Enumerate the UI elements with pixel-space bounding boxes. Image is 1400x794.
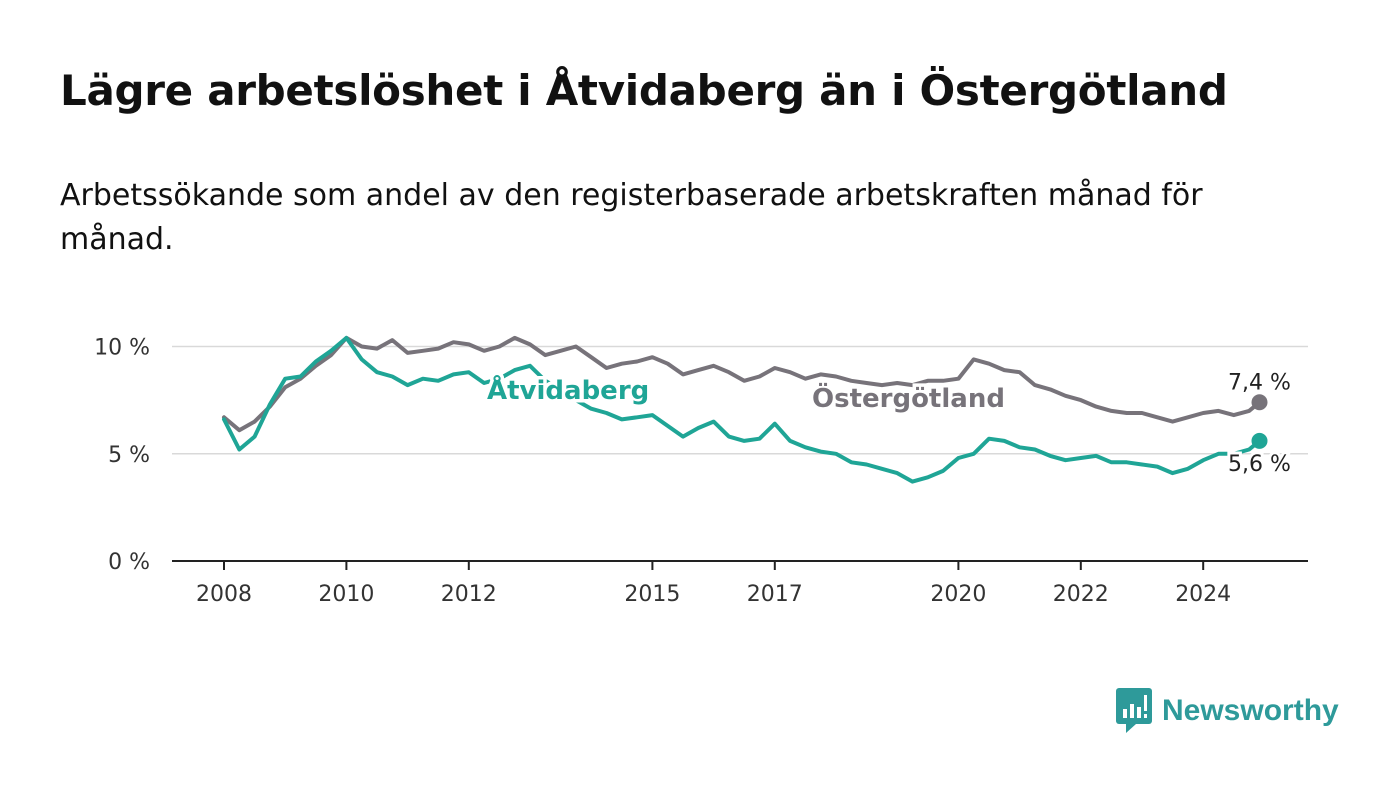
chart-title: Lägre arbetslöshet i Åtvidaberg än i Öst… [60, 66, 1228, 115]
y-tick-label: 0 % [108, 550, 150, 575]
newsworthy-logo-icon [1116, 688, 1152, 733]
series-name-label: Östergötland [812, 381, 1005, 414]
x-tick-label: 2015 [624, 582, 680, 607]
x-tick-label: 2024 [1175, 582, 1231, 607]
chart-subtitle: Arbetssökande som andel av den registerb… [60, 178, 1203, 257]
y-axis-ticks: 0 % 5 % 10 % [94, 336, 150, 576]
series-end-label: 7,4 % [1228, 370, 1291, 395]
x-tick-label: 2012 [441, 582, 497, 607]
series-labels: Östergötland 7,4 % Åtvidaberg 5,6 % [484, 367, 1294, 480]
series-line [222, 335, 1262, 433]
y-tick-label: 5 % [108, 443, 150, 468]
newsworthy-brand[interactable]: Newsworthy [1116, 688, 1339, 734]
x-tick-label: 2022 [1053, 582, 1109, 607]
brand-name: Newsworthy [1162, 694, 1339, 727]
series-end-marker [1251, 394, 1268, 411]
x-tick-label: 2008 [196, 582, 252, 607]
x-tick-label: 2020 [930, 582, 986, 607]
series-line [222, 335, 1262, 484]
y-tick-label: 10 % [94, 336, 150, 361]
x-tick-label: 2010 [318, 582, 374, 607]
series-end-marker [1251, 432, 1268, 449]
x-tick-label: 2017 [747, 582, 803, 607]
series-end-label: 5,6 % [1228, 452, 1291, 477]
series-name-label: Åtvidaberg [487, 374, 649, 406]
series-lines [222, 335, 1268, 484]
x-axis-ticks: 2008 2010 2012 2015 2017 2020 2022 2024 [196, 561, 1231, 607]
